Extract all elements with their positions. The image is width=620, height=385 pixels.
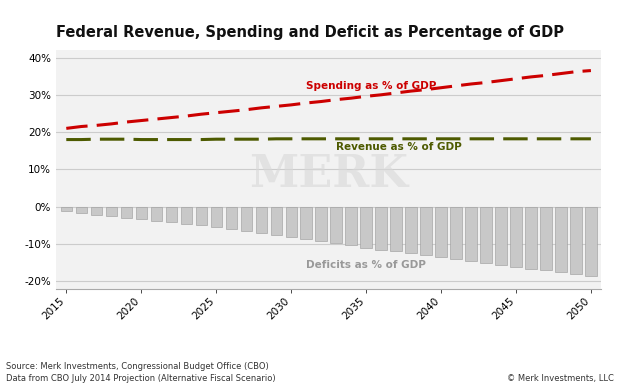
- Bar: [61, 207, 72, 211]
- Bar: [345, 207, 356, 246]
- Bar: [76, 207, 87, 213]
- Bar: [226, 207, 237, 229]
- Bar: [435, 207, 446, 258]
- Bar: [166, 207, 177, 223]
- Bar: [136, 207, 147, 219]
- Bar: [450, 207, 462, 259]
- Bar: [255, 207, 267, 233]
- Bar: [270, 207, 281, 235]
- Bar: [391, 207, 402, 251]
- Bar: [105, 207, 117, 216]
- Text: Source: Merk Investments, Congressional Budget Office (CBO)
Data from CBO July 2: Source: Merk Investments, Congressional …: [6, 362, 276, 383]
- Bar: [480, 207, 492, 263]
- Bar: [405, 207, 417, 253]
- Bar: [151, 207, 162, 221]
- Bar: [420, 207, 432, 255]
- Bar: [121, 207, 132, 218]
- Bar: [376, 207, 387, 249]
- Text: Deficits as % of GDP: Deficits as % of GDP: [306, 260, 426, 270]
- Bar: [495, 207, 507, 265]
- Text: Spending as % of GDP: Spending as % of GDP: [306, 81, 436, 91]
- Bar: [330, 207, 342, 243]
- Bar: [241, 207, 252, 231]
- Text: © Merk Investments, LLC: © Merk Investments, LLC: [507, 374, 614, 383]
- Text: Federal Revenue, Spending and Deficit as Percentage of GDP: Federal Revenue, Spending and Deficit as…: [56, 25, 564, 40]
- Bar: [540, 207, 552, 271]
- Bar: [91, 207, 102, 215]
- Bar: [211, 207, 222, 227]
- Bar: [316, 207, 327, 241]
- Bar: [195, 207, 207, 225]
- Bar: [570, 207, 582, 274]
- Text: Revenue as % of GDP: Revenue as % of GDP: [336, 142, 462, 152]
- Text: MERK: MERK: [249, 153, 408, 196]
- Bar: [556, 207, 567, 272]
- Bar: [180, 207, 192, 224]
- Bar: [510, 207, 521, 267]
- Bar: [285, 207, 297, 236]
- Bar: [466, 207, 477, 261]
- Bar: [360, 207, 372, 248]
- Bar: [585, 207, 596, 276]
- Bar: [301, 207, 312, 239]
- Bar: [525, 207, 536, 269]
